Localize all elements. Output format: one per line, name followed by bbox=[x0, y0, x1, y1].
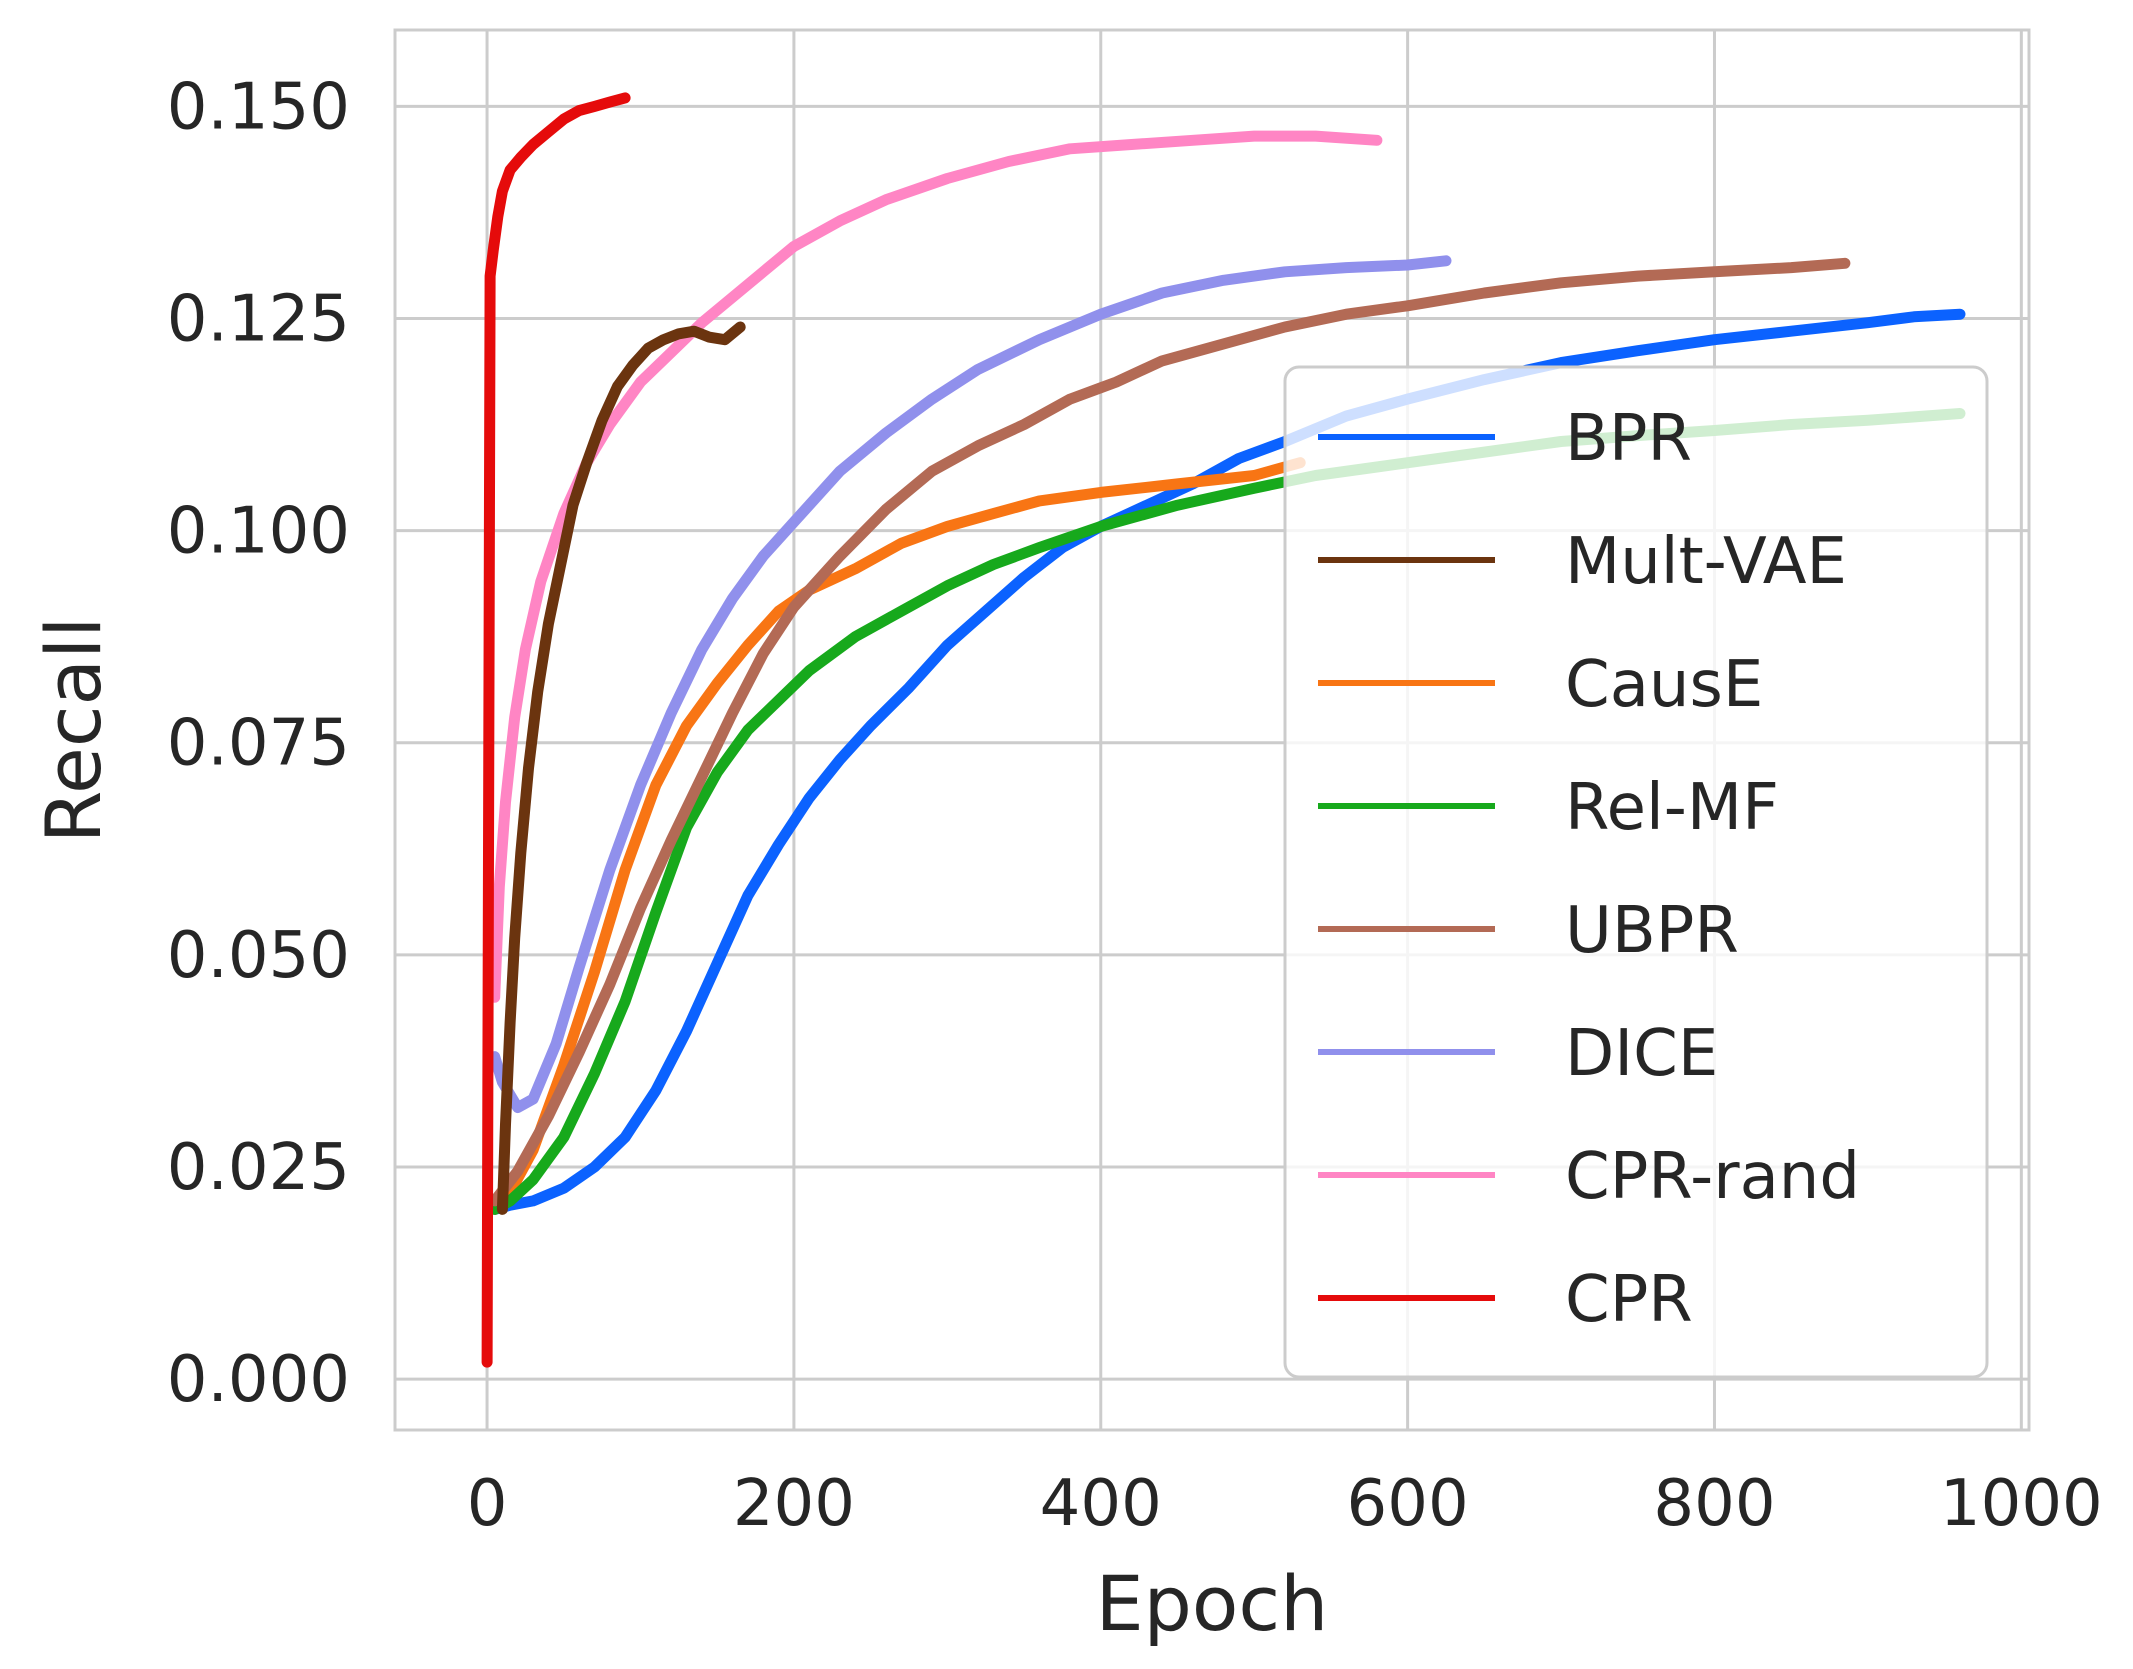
legend-label-cause: CausE bbox=[1565, 648, 1763, 722]
x-tick-label: 0 bbox=[467, 1467, 508, 1541]
series-line-dice bbox=[489, 255, 1452, 1114]
legend-label-rel-mf: Rel-MF bbox=[1565, 771, 1779, 845]
legend-label-bpr: BPR bbox=[1565, 402, 1692, 476]
series-line-bpr bbox=[489, 308, 1966, 1215]
x-tick-label: 200 bbox=[733, 1467, 855, 1541]
x-tick-label: 400 bbox=[1040, 1467, 1162, 1541]
x-axis-ticks: 0 200 400 600 800 1000 bbox=[467, 1467, 2103, 1541]
legend-label-cpr-rand: CPR-rand bbox=[1565, 1140, 1860, 1214]
legend-label-cpr: CPR bbox=[1565, 1263, 1693, 1337]
x-tick-label: 600 bbox=[1347, 1467, 1469, 1541]
legend-label-dice: DICE bbox=[1565, 1017, 1718, 1091]
legend: BPR Mult-VAE CausE Rel-MF UBPR DICE CPR-rand CP… bbox=[1283, 365, 1989, 1379]
legend-label-ubpr: UBPR bbox=[1565, 894, 1739, 968]
series-line-cause bbox=[489, 457, 1306, 1215]
x-axis-label: Epoch bbox=[1096, 1559, 1329, 1648]
series-line-cpr-rand bbox=[489, 130, 1383, 1003]
y-tick-label: 0.100 bbox=[167, 495, 350, 569]
y-tick-label: 0.050 bbox=[167, 919, 350, 993]
y-axis-label: Recall bbox=[29, 617, 118, 844]
series-lines bbox=[481, 92, 1966, 1368]
y-tick-label: 0.025 bbox=[167, 1131, 350, 1205]
x-tick-label: 1000 bbox=[1940, 1467, 2103, 1541]
y-tick-label: 0.150 bbox=[167, 70, 350, 144]
legend-label-mult-vae: Mult-VAE bbox=[1565, 525, 1847, 599]
y-tick-label: 0.125 bbox=[167, 282, 350, 356]
legend-box bbox=[1283, 365, 1989, 1379]
plot-frame bbox=[393, 28, 2031, 1432]
y-tick-label: 0.075 bbox=[167, 707, 350, 781]
series-line-mult-vae bbox=[496, 321, 746, 1215]
series-line-cpr bbox=[481, 92, 631, 1368]
y-tick-label: 0.000 bbox=[167, 1343, 350, 1417]
y-axis-ticks: 0.000 0.025 0.050 0.075 0.100 0.125 0.150 bbox=[167, 70, 350, 1417]
series-line-ubpr bbox=[489, 257, 1851, 1207]
x-tick-label: 800 bbox=[1653, 1467, 1775, 1541]
